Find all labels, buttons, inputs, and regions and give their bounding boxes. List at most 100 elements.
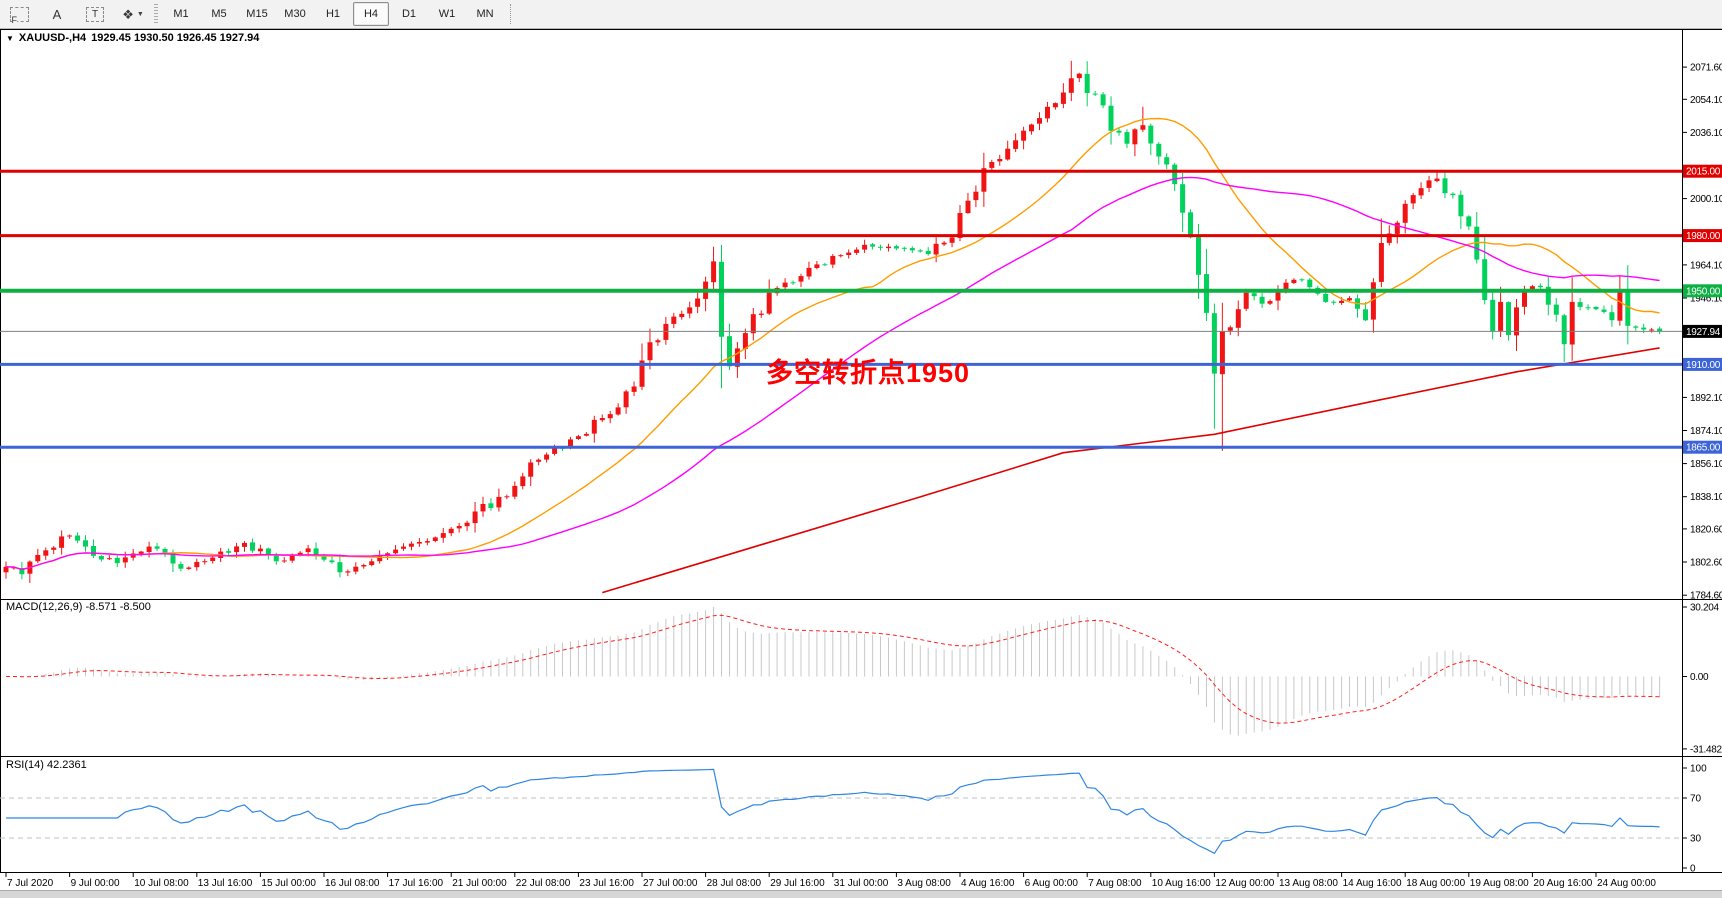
candle-body [464, 522, 470, 527]
candle-body [822, 264, 828, 266]
rsi-axis-label: 0 [1690, 864, 1696, 875]
candle-body [273, 555, 279, 562]
candle-body [1116, 130, 1122, 133]
candle-body [321, 556, 327, 560]
timeframe-button-mn[interactable]: MN [476, 8, 494, 20]
candle-body [75, 535, 80, 541]
toolbar-grip[interactable] [154, 4, 158, 24]
candle-body [1347, 298, 1352, 301]
price-axis-tick-label: 1784.60 [1690, 591, 1722, 602]
candle-body [1506, 302, 1511, 335]
macd-axis-label: 30.204 [1690, 603, 1720, 614]
candle-body [528, 462, 534, 477]
chart-shift-button[interactable]: F [1, 2, 37, 26]
paint-objects-button[interactable]: ❖ ▼ [115, 2, 151, 26]
candle-body [854, 249, 860, 253]
candle-body [957, 213, 963, 238]
candle-body [750, 314, 756, 334]
candle-body [1124, 132, 1130, 144]
candle-body [1569, 301, 1575, 345]
candle-body [1418, 188, 1424, 196]
candle-body [226, 551, 232, 553]
timeframe-button-h4[interactable]: H4 [353, 2, 389, 26]
timeframe-button-d1[interactable]: D1 [401, 8, 417, 20]
timeframe-button-m5[interactable]: M5 [211, 8, 227, 20]
candle-body [122, 557, 128, 563]
time-axis-label: 18 Aug 00:00 [1406, 878, 1465, 889]
time-axis-label: 4 Aug 16:00 [961, 878, 1015, 889]
candle-body [1657, 328, 1663, 332]
symbol-dropdown-icon[interactable]: ▼ [6, 33, 14, 43]
time-axis-label: 3 Aug 08:00 [897, 878, 951, 889]
price-axis-tick-label: 1820.60 [1690, 524, 1722, 535]
candle-body [51, 547, 57, 550]
chart-canvas[interactable]: 2071.60 2054.10 2036.10 2000.10 1964.10 1946.… [0, 29, 1722, 898]
candle-body [1291, 279, 1297, 283]
timeframe-button-m15[interactable]: M15 [246, 8, 268, 20]
macd-indicator-label: MACD(12,26,9) -8.571 -8.500 [6, 601, 151, 613]
candle-body [1529, 286, 1535, 290]
candle-body [711, 261, 717, 283]
ohlc-readout: 1929.45 1930.50 1926.45 1927.94 [91, 32, 260, 44]
candle-body [742, 333, 748, 349]
time-axis-label: 24 Aug 00:00 [1597, 878, 1656, 889]
candle-body [59, 536, 65, 548]
candle-body [1140, 125, 1146, 130]
text-box-button[interactable]: T [77, 2, 113, 26]
candle-body [1363, 309, 1368, 321]
candle-body [488, 503, 494, 508]
price-axis-tick-label: 1838.10 [1690, 492, 1722, 503]
candle-body [830, 255, 836, 265]
timeframe-button-w1[interactable]: W1 [438, 8, 456, 20]
candle-body [941, 242, 947, 245]
candle-body [1482, 259, 1488, 301]
timeframe-button-m1[interactable]: M1 [173, 8, 189, 20]
candle-body [1498, 301, 1504, 331]
candle-body [154, 546, 160, 549]
rsi-line [6, 768, 1660, 855]
candle-body [1156, 143, 1162, 157]
candle-body [1323, 293, 1329, 302]
time-axis-label: 7 Aug 08:00 [1088, 878, 1142, 889]
candle-body [1649, 329, 1655, 331]
candle-body [3, 566, 9, 573]
candle-body [1108, 105, 1114, 131]
candle-body [337, 562, 343, 573]
candle-body [1251, 293, 1257, 297]
candle-body [178, 564, 184, 569]
slow-ma-line [602, 347, 1660, 594]
price-axis-tick-label: 2000.10 [1690, 194, 1722, 205]
candle-body [1196, 237, 1201, 275]
candle-body [615, 407, 621, 415]
candle-body [138, 551, 144, 554]
time-axis-label: 12 Aug 00:00 [1215, 878, 1274, 889]
chart-text-annotation[interactable]: 多空转折点1950 [766, 358, 971, 388]
candle-body [1052, 103, 1058, 108]
candle-body [798, 276, 804, 282]
candle-body [35, 555, 41, 562]
candle-body [679, 313, 685, 318]
candle-body [170, 553, 176, 564]
candle-body [1402, 203, 1408, 223]
candle-body [583, 433, 589, 436]
candle-body [257, 548, 263, 552]
timeframe-button-m30[interactable]: M30 [284, 8, 306, 20]
candle-body [766, 292, 772, 314]
candle-body [313, 548, 319, 557]
candle-body [814, 264, 820, 268]
candle-body [870, 244, 876, 247]
time-axis-label: 22 Jul 08:00 [516, 878, 571, 889]
candle-body [981, 168, 987, 192]
candle-body [1188, 212, 1193, 238]
candle-body [1029, 124, 1034, 132]
candle-body [575, 436, 581, 439]
candle-body [917, 250, 923, 252]
text-label-button[interactable]: A [39, 2, 75, 26]
candle-body [130, 553, 136, 558]
candle-body [1434, 178, 1440, 182]
price-axis-tick-label: 2071.60 [1690, 63, 1722, 74]
timeframe-button-h1[interactable]: H1 [325, 8, 341, 20]
candle-body [210, 557, 216, 561]
candle-body [758, 313, 764, 315]
fast-ma-line [5, 117, 1660, 571]
